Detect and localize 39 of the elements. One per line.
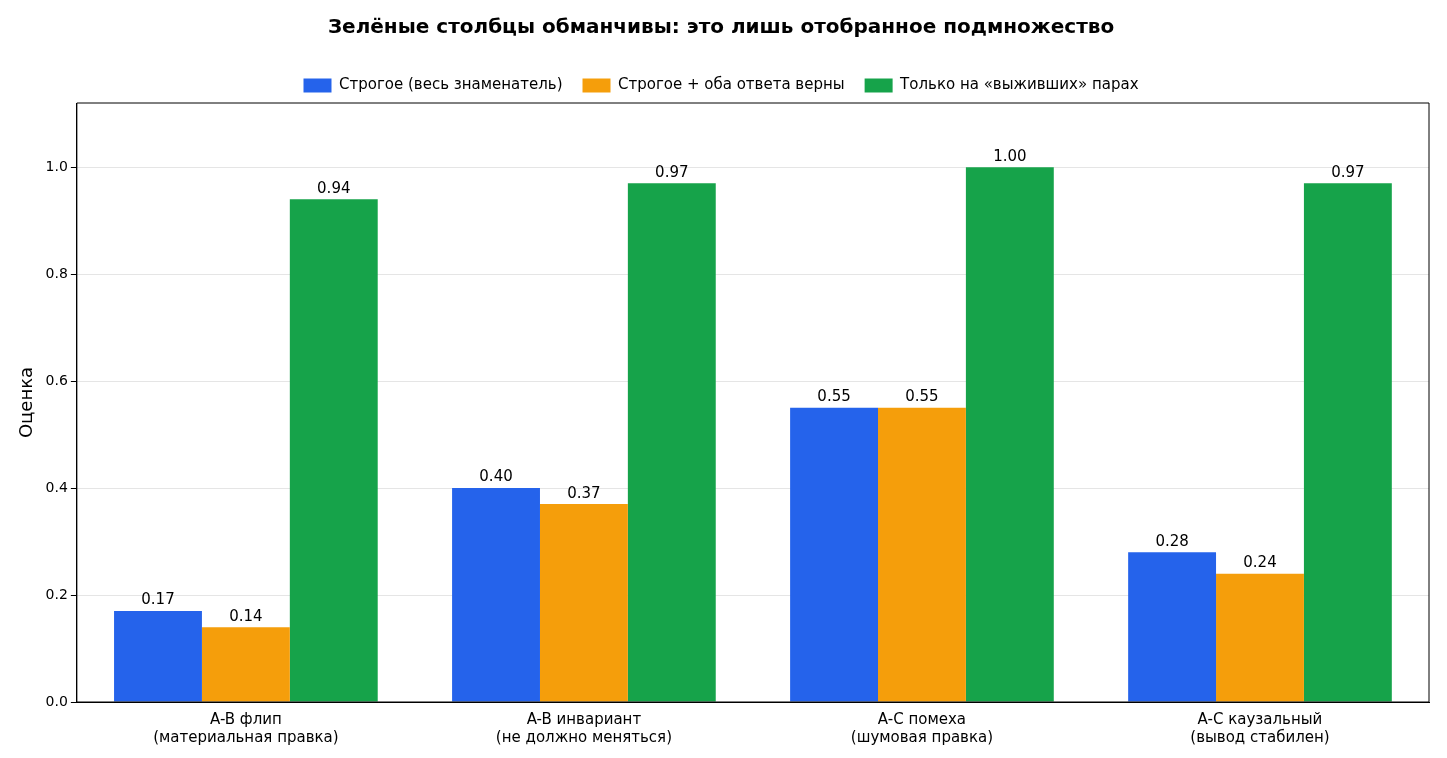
x-tick-label: A-B инвариант (не должно меняться) — [495, 709, 672, 746]
y-tick-label: 0.0 — [45, 692, 68, 709]
bar — [790, 407, 879, 702]
chart-title: Зелёные столбцы обманчивы: это лишь отобранное подмножество — [327, 14, 1115, 39]
bar — [452, 488, 540, 702]
legend-label: Строгое + оба ответа верны — [618, 75, 845, 94]
bar — [627, 183, 716, 702]
data-label: 0.55 — [817, 387, 851, 406]
data-label: 0.24 — [1243, 553, 1277, 572]
x-tick-label: A-C помеха (шумовая правка) — [850, 709, 994, 746]
data-label: 1.00 — [993, 146, 1027, 165]
y-axis-title: Оценка — [15, 366, 37, 439]
data-label: 0.97 — [655, 162, 689, 181]
bar — [289, 199, 378, 702]
bar — [1216, 573, 1304, 702]
data-label: 0.55 — [905, 387, 939, 406]
bar — [965, 167, 1054, 702]
y-tick-label: 1.0 — [45, 157, 68, 174]
data-label: 0.28 — [1155, 531, 1189, 550]
y-tick-label: 0.2 — [45, 585, 68, 602]
data-label: 0.40 — [479, 467, 513, 486]
bar — [539, 504, 628, 702]
y-tick-label: 0.4 — [45, 478, 68, 495]
bar — [1303, 183, 1392, 702]
bar — [114, 611, 202, 702]
bar — [878, 407, 966, 702]
data-label: 0.17 — [141, 590, 175, 609]
y-tick-label: 0.6 — [45, 371, 68, 388]
data-label: 0.97 — [1331, 162, 1365, 181]
bar — [201, 627, 290, 702]
data-label: 0.14 — [229, 606, 263, 625]
data-label: 0.37 — [567, 483, 601, 502]
x-tick-label: A-C каузальный (вывод стабилен) — [1190, 709, 1330, 746]
x-tick-label: A-B флип (материальная правка) — [153, 709, 339, 746]
y-tick-label: 0.8 — [45, 264, 68, 281]
legend-label: Только на «выживших» парах — [899, 75, 1139, 94]
data-label: 0.94 — [317, 178, 351, 197]
legend-label: Строгое (весь знаменатель) — [339, 75, 563, 94]
bar — [1128, 552, 1217, 702]
